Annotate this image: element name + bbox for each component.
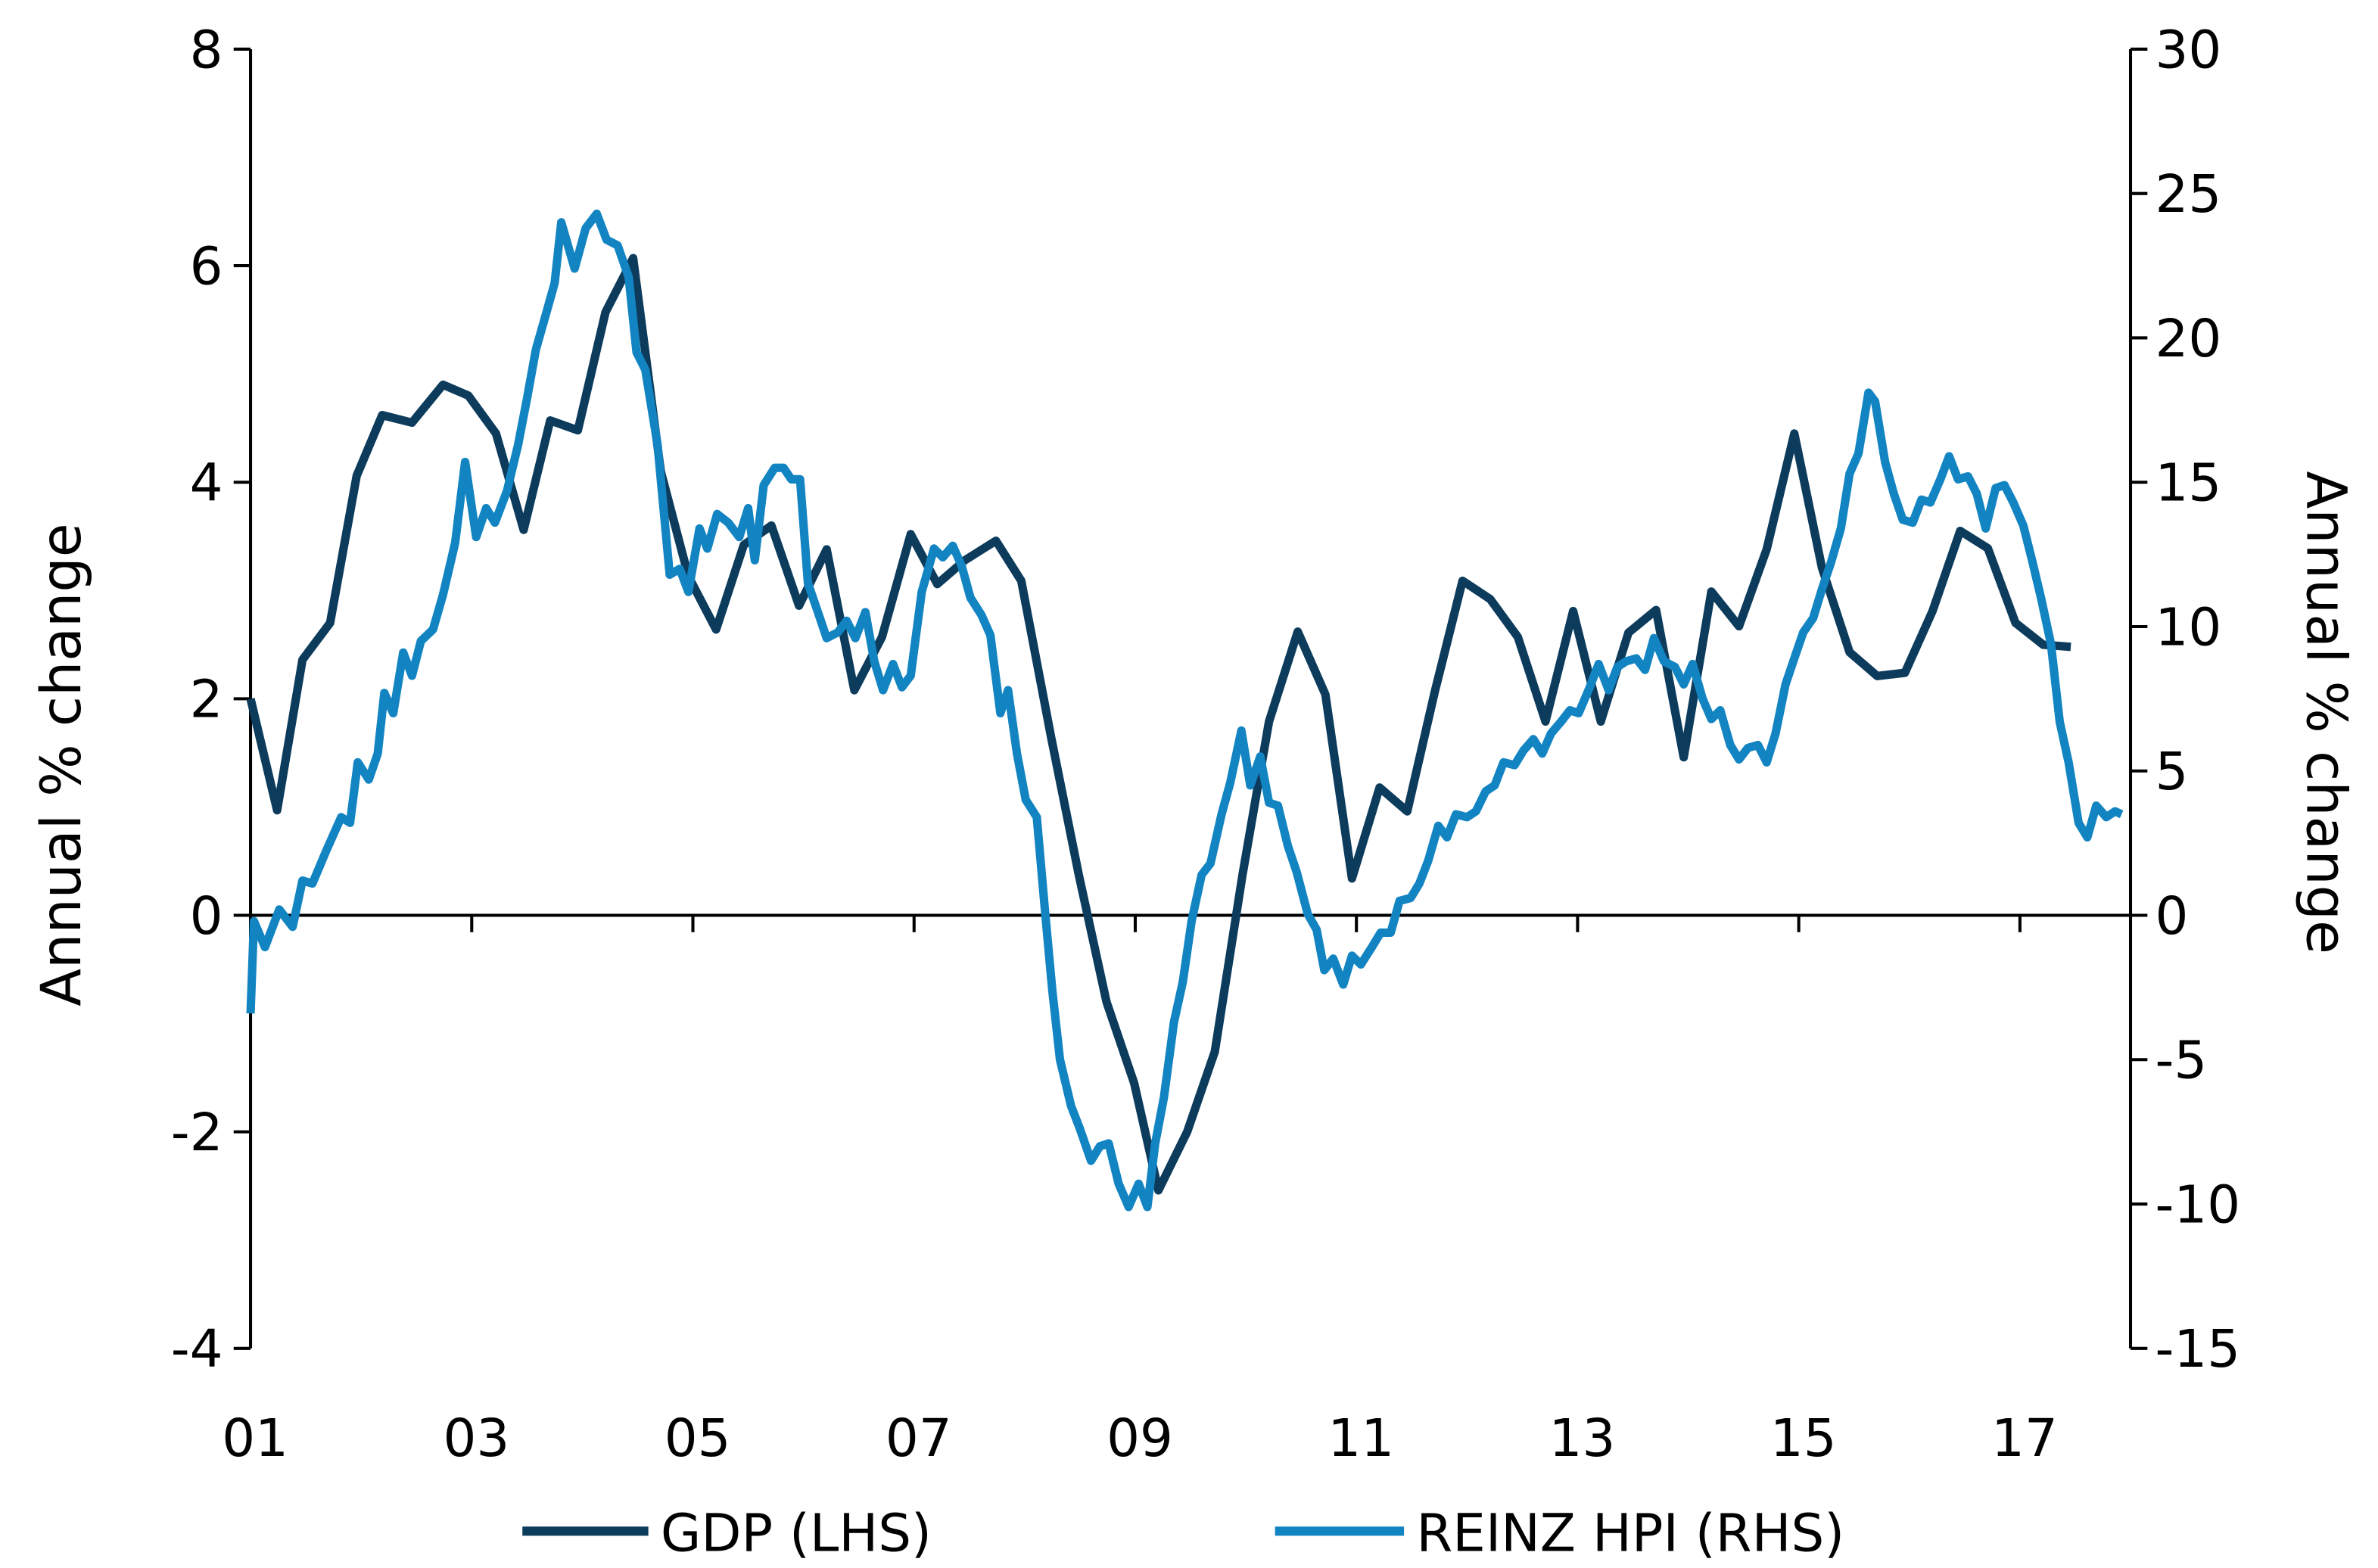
- y-axis-title-right: Annual % change: [2293, 471, 2358, 954]
- y-tick-label-right: 15: [2155, 453, 2221, 514]
- y-tick-label-right: 30: [2155, 20, 2221, 80]
- y-tick-label-right: 5: [2155, 742, 2188, 802]
- y-tick-label-right: -10: [2155, 1174, 2240, 1235]
- x-tick-label: 09: [1107, 1408, 1173, 1469]
- x-tick-label: 17: [1991, 1408, 2058, 1469]
- x-tick-label: 13: [1549, 1408, 1616, 1469]
- x-tick-label: 03: [443, 1408, 509, 1469]
- y-axis-title-left: Annual % change: [30, 523, 94, 1006]
- y-tick-label-left: 2: [190, 670, 223, 730]
- y-tick-label-right: -15: [2155, 1319, 2240, 1380]
- series-lines: [246, 209, 2124, 1212]
- y-tick-label-left: 4: [190, 453, 223, 514]
- x-tick-label: 01: [222, 1408, 288, 1469]
- legend: GDP (LHS) REINZ HPI (RHS): [522, 1504, 1844, 1564]
- y-tick-label-right: -5: [2155, 1031, 2207, 1091]
- y-tick-label-left: 8: [190, 20, 223, 80]
- y-tick-label-right: 0: [2155, 886, 2188, 947]
- y-tick-label-left: -2: [171, 1103, 223, 1163]
- x-tick-label: 05: [665, 1408, 731, 1469]
- y-tick-label-left: 6: [190, 236, 223, 297]
- y-tick-label-right: 25: [2155, 164, 2221, 225]
- hpi-line: [246, 209, 2124, 1212]
- x-tick-label: 07: [886, 1408, 952, 1469]
- y-tick-label-right: 10: [2155, 597, 2221, 658]
- y-tick-label-left: -4: [171, 1319, 223, 1380]
- y-tick-label-left: 0: [190, 886, 223, 947]
- legend-label-hpi: REINZ HPI (RHS): [1416, 1504, 1844, 1564]
- y-tick-label-right: 20: [2155, 309, 2221, 369]
- x-tick-label: 11: [1328, 1408, 1394, 1469]
- gdp-line: [246, 254, 2071, 1195]
- x-tick-label: 15: [1770, 1408, 1837, 1469]
- legend-label-gdp: GDP (LHS): [661, 1504, 932, 1564]
